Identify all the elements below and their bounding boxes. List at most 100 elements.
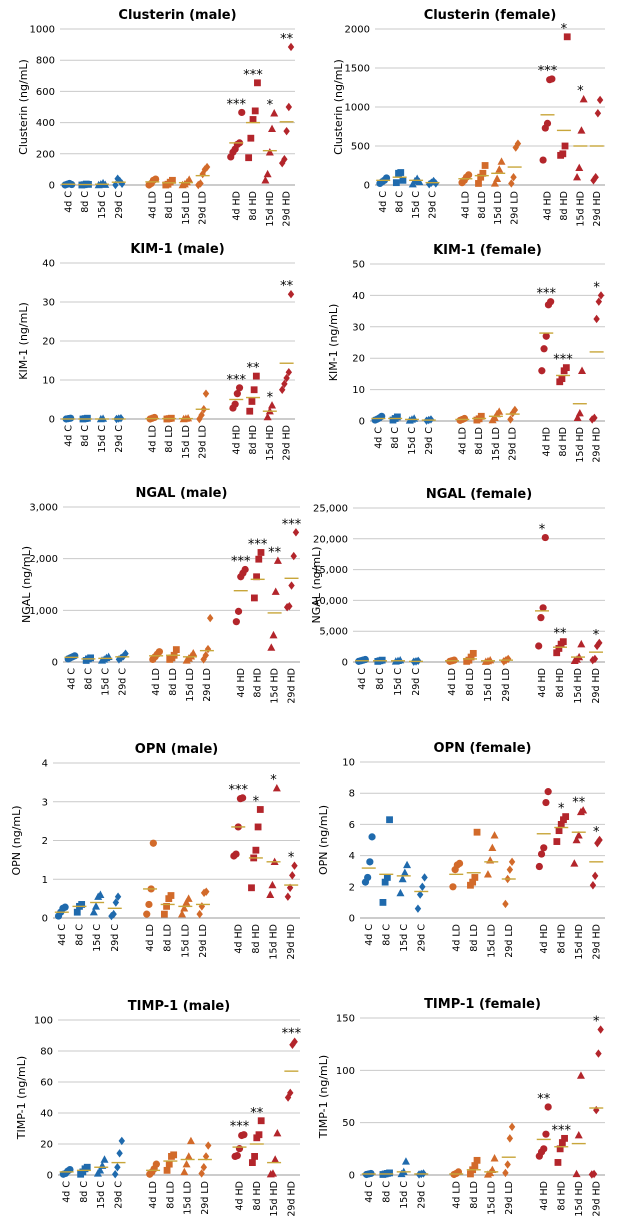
x-tick-label: 4d HD — [235, 1181, 246, 1211]
significance-label: *** — [282, 517, 302, 532]
x-tick-label: 29d LD — [510, 191, 521, 225]
data-point — [576, 1071, 585, 1079]
y-tick-label: 2000 — [345, 25, 370, 36]
significance-label: ** — [554, 627, 568, 642]
x-tick-label: 8d LD — [164, 191, 175, 219]
data-point — [471, 874, 479, 881]
data-point — [477, 412, 485, 420]
data-point — [196, 909, 203, 919]
data-point — [122, 649, 129, 658]
data-point — [539, 604, 547, 612]
data-point — [467, 653, 475, 661]
data-point — [197, 179, 204, 188]
data-point — [467, 1170, 474, 1178]
data-point — [415, 177, 424, 186]
data-point — [570, 859, 579, 867]
y-tick-label: 20 — [352, 354, 365, 365]
data-point — [287, 1088, 294, 1098]
x-tick-label: 8d HD — [248, 425, 259, 455]
data-point — [232, 850, 240, 858]
x-tick-label: 4d LD — [451, 1181, 462, 1209]
data-point — [575, 408, 584, 417]
x-tick-label: 8d C — [74, 924, 85, 946]
data-point — [514, 139, 522, 148]
y-tick-label: 0 — [47, 1171, 53, 1182]
y-tick-label: 30 — [42, 298, 55, 309]
data-point — [288, 581, 295, 590]
data-point — [594, 109, 602, 118]
data-point — [400, 868, 409, 876]
y-tick-label: 40 — [352, 291, 365, 302]
significance-label: *** — [227, 373, 247, 388]
data-point — [256, 806, 264, 813]
y-tick-label: 0 — [52, 658, 58, 669]
y-axis-label: Clusterin (ng/mL) — [332, 59, 345, 155]
data-point — [540, 1145, 548, 1153]
significance-label: * — [577, 84, 584, 99]
x-tick-label: 8d HD — [555, 668, 566, 698]
data-point — [251, 107, 259, 115]
x-tick-label: 8d HD — [248, 191, 259, 221]
significance-label: ** — [537, 1092, 551, 1107]
x-tick-label: 4d LD — [151, 668, 162, 696]
data-point — [185, 175, 194, 183]
data-point — [596, 835, 603, 845]
x-tick-label: 15d HD — [269, 1181, 280, 1217]
data-point — [548, 75, 556, 83]
data-point — [596, 95, 604, 105]
data-point — [252, 372, 260, 380]
data-point — [379, 899, 387, 906]
data-point — [366, 858, 374, 866]
data-point — [589, 881, 597, 890]
x-tick-label: 4d HD — [541, 427, 552, 457]
data-point — [535, 642, 543, 650]
x-tick-label: 4d HD — [236, 668, 247, 698]
y-tick-label: 0 — [49, 181, 55, 192]
data-point — [257, 1117, 265, 1125]
y-tick-label: 10 — [342, 758, 355, 769]
chart-title: KIM-1 (female) — [433, 243, 542, 258]
x-tick-label: 15d C — [411, 191, 422, 219]
chart-panel: OPN (male) 0 1 2 3 4 OPN (ng/mL) 4d C 8d C 15d C 2… — [10, 742, 300, 960]
data-point — [268, 880, 277, 889]
significance-label: ** — [280, 279, 294, 294]
x-tick-label: 29d LD — [198, 191, 209, 225]
significance-label: * — [253, 795, 260, 810]
data-point — [152, 175, 160, 183]
data-point — [508, 857, 516, 867]
data-point — [114, 1163, 121, 1172]
x-tick-label: 15d C — [96, 1181, 107, 1209]
significance-label: *** — [537, 287, 557, 302]
y-tick-label: 3 — [42, 797, 48, 808]
data-point — [167, 892, 175, 899]
chart-title: OPN (female) — [434, 741, 532, 756]
chart-title: Clusterin (female) — [424, 8, 557, 23]
y-tick-label: 150 — [336, 1014, 355, 1025]
data-point — [284, 892, 292, 901]
data-point — [544, 1103, 552, 1111]
data-point — [182, 1159, 191, 1168]
data-point — [283, 373, 290, 383]
data-point — [559, 638, 567, 646]
x-tick-label: 29d HD — [287, 668, 298, 704]
data-point — [292, 528, 300, 537]
data-point — [562, 364, 570, 372]
data-point — [289, 1040, 296, 1049]
data-point — [488, 843, 497, 851]
chart-panel: TIMP-1 (male) 0 20 40 60 80 100 TIMP-1 (ng/mL) 4… — [15, 999, 302, 1217]
significance-label: * — [593, 825, 600, 840]
y-tick-label: 4 — [349, 851, 355, 862]
x-tick-label: 15d C — [97, 191, 108, 219]
data-point — [92, 902, 101, 910]
data-point — [100, 1155, 109, 1163]
data-point — [572, 835, 581, 844]
y-tick-label: 10 — [42, 376, 55, 387]
data-point — [364, 873, 372, 882]
y-tick-label: 25,000 — [313, 504, 348, 515]
data-point — [505, 654, 512, 664]
x-tick-label: 8d C — [390, 427, 401, 449]
data-point — [180, 1167, 189, 1176]
data-point — [553, 649, 561, 657]
data-point — [235, 1145, 244, 1153]
data-point — [539, 156, 547, 164]
